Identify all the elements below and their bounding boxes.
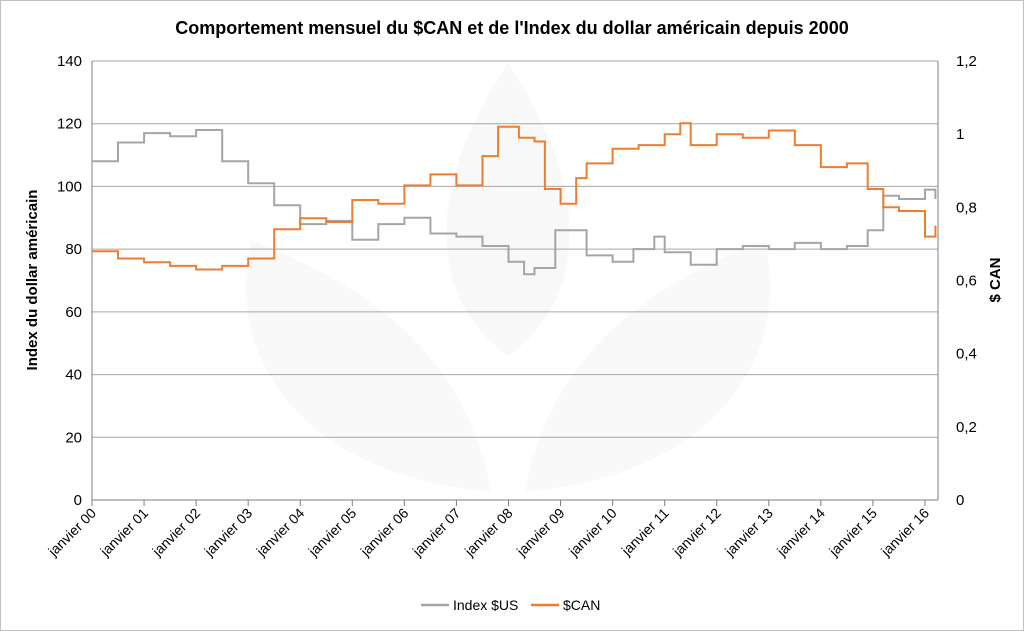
y2-tick-label: 0: [956, 492, 964, 509]
x-tick-label: janvier 10: [565, 505, 620, 560]
y2-tick-label: 1,2: [956, 53, 977, 70]
x-tick-label: janvier 09: [513, 505, 568, 560]
gridlines: [92, 60, 938, 438]
x-tick-label: janvier 12: [669, 505, 724, 560]
x-tick-label: janvier 13: [721, 505, 776, 560]
x-tick-label: janvier 04: [252, 505, 307, 560]
y-tick-label: 120: [57, 116, 82, 133]
x-tick-label: janvier 07: [409, 505, 464, 560]
x-tick-label: janvier 06: [357, 505, 412, 560]
x-tick-label: janvier 00: [44, 505, 99, 560]
x-tick-label: janvier 02: [148, 505, 203, 560]
y2-axis-title: $ CAN: [987, 257, 1004, 302]
chart-title: Comportement mensuel du $CAN et de l'Ind…: [175, 18, 848, 38]
y-tick-label: 20: [65, 429, 82, 446]
x-tick-label: janvier 15: [825, 505, 880, 560]
y2-tick-label: 0,2: [956, 419, 977, 436]
y-tick-label: 0: [74, 492, 82, 509]
y2-tick-label: 0,4: [956, 346, 977, 363]
x-tick-label: janvier 05: [304, 505, 359, 560]
series-line-index-usd: [92, 129, 937, 276]
x-tick-label: janvier 16: [877, 505, 932, 560]
watermark-leaf-icon: [246, 63, 770, 491]
y-axis-title: Index du dollar américain: [24, 190, 41, 371]
legend-label-index: Index $US: [453, 597, 518, 613]
legend: Index $US $CAN: [421, 597, 600, 613]
series-line-cad: [92, 122, 937, 271]
x-tick-label: janvier 11: [618, 505, 672, 559]
right-axis-ticks: 0 0,2 0,4 0,6 0,8 1 1,2: [956, 53, 977, 509]
x-tick-label: janvier 14: [773, 505, 828, 560]
y-tick-label: 100: [57, 178, 82, 195]
y-tick-label: 80: [65, 241, 82, 258]
y2-tick-label: 0,8: [956, 199, 977, 216]
left-axis-ticks: 0 20 40 60 80 100 120 140: [57, 53, 82, 509]
y-tick-label: 140: [57, 53, 82, 70]
axes: [91, 61, 939, 501]
legend-label-cad: $CAN: [563, 597, 600, 613]
x-tick-label: janvier 01: [96, 505, 151, 560]
y2-tick-label: 1: [956, 126, 964, 143]
x-tick-label: janvier 03: [200, 505, 255, 560]
y2-tick-label: 0,6: [956, 273, 977, 290]
y-tick-label: 60: [65, 304, 82, 321]
series-layer: [92, 122, 937, 276]
x-tick-label: janvier 08: [461, 505, 516, 560]
y-tick-label: 40: [65, 367, 82, 384]
